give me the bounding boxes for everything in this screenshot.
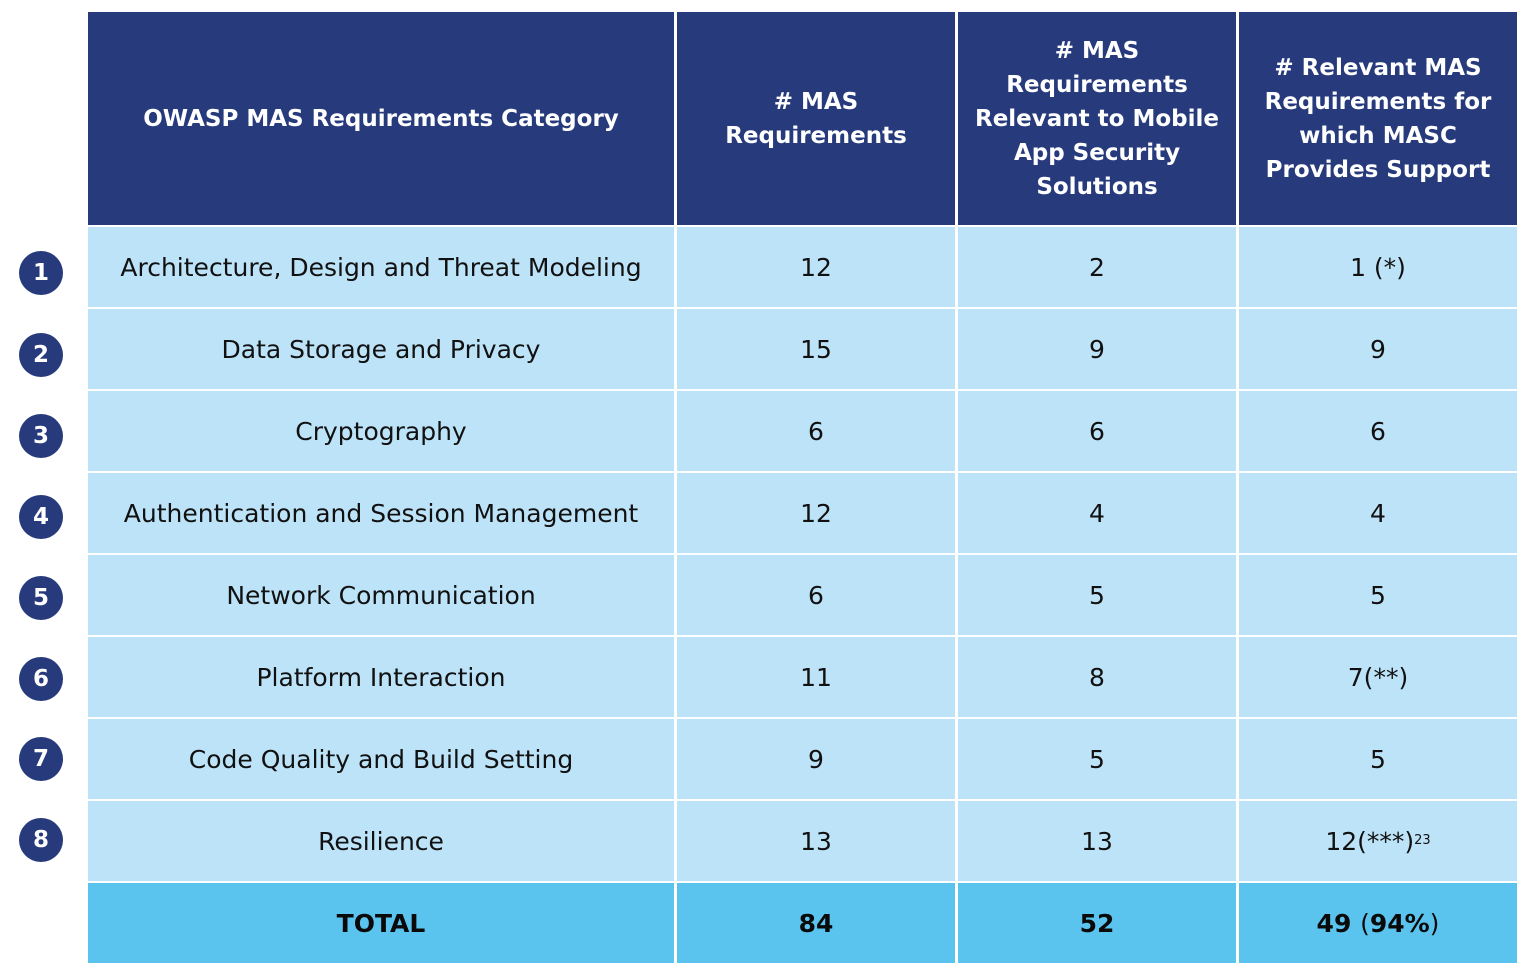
category-cell: Resilience xyxy=(88,801,674,881)
total-supported-percent-value: 94% xyxy=(1369,908,1430,938)
category-cell: Authentication and Session Management xyxy=(88,473,674,553)
category-cell: Data Storage and Privacy xyxy=(88,309,674,389)
supported-count-cell: 7(**) xyxy=(1239,637,1517,717)
relevant-count-cell: 9 xyxy=(958,309,1236,389)
supported-value: 4 xyxy=(1370,498,1386,528)
row-number-badge-4: 4 xyxy=(19,495,63,539)
total-supported-percent: (94%) xyxy=(1360,908,1440,938)
supported-count-cell: 4 xyxy=(1239,473,1517,553)
mas-count-cell: 12 xyxy=(677,227,955,307)
row-number-badge-8: 8 xyxy=(19,818,63,862)
header-masc-supported: # Relevant MAS Requirements for which MA… xyxy=(1239,12,1517,225)
relevant-count-cell: 8 xyxy=(958,637,1236,717)
category-cell: Code Quality and Build Setting xyxy=(88,719,674,799)
relevant-count-cell: 5 xyxy=(958,719,1236,799)
row-number-badge-5: 5 xyxy=(19,576,63,620)
supported-value: 1 (*) xyxy=(1350,252,1406,282)
supported-value: 12(***) xyxy=(1325,826,1415,856)
mas-count-cell: 15 xyxy=(677,309,955,389)
header-relevant-requirements: # MAS Requirements Relevant to Mobile Ap… xyxy=(958,12,1236,225)
header-mas-requirements: # MAS Requirements xyxy=(677,12,955,225)
row-number-badge-3: 3 xyxy=(19,414,63,458)
mas-count-cell: 12 xyxy=(677,473,955,553)
mas-count-cell: 9 xyxy=(677,719,955,799)
total-label: TOTAL xyxy=(88,883,674,963)
row-number-badge-6: 6 xyxy=(19,657,63,701)
row-number-badge-7: 7 xyxy=(19,737,63,781)
relevant-count-cell: 2 xyxy=(958,227,1236,307)
mas-count-cell: 11 xyxy=(677,637,955,717)
relevant-count-cell: 6 xyxy=(958,391,1236,471)
supported-count-cell: 5 xyxy=(1239,719,1517,799)
mas-requirements-table: OWASP MAS Requirements Category # MAS Re… xyxy=(88,12,1517,963)
supported-count-cell: 1 (*) xyxy=(1239,227,1517,307)
mas-count-cell: 13 xyxy=(677,801,955,881)
row-number-badge-1: 1 xyxy=(19,251,63,295)
supported-value: 5 xyxy=(1370,580,1386,610)
mas-count-cell: 6 xyxy=(677,391,955,471)
total-mas-count: 84 xyxy=(677,883,955,963)
header-category: OWASP MAS Requirements Category xyxy=(88,12,674,225)
category-cell: Platform Interaction xyxy=(88,637,674,717)
total-relevant-count: 52 xyxy=(958,883,1236,963)
supported-value: 7(**) xyxy=(1347,662,1409,692)
supported-count-cell: 6 xyxy=(1239,391,1517,471)
category-cell: Cryptography xyxy=(88,391,674,471)
category-cell: Network Communication xyxy=(88,555,674,635)
supported-value: 5 xyxy=(1370,744,1386,774)
supported-count-cell: 9 xyxy=(1239,309,1517,389)
category-cell: Architecture, Design and Threat Modeling xyxy=(88,227,674,307)
relevant-count-cell: 5 xyxy=(958,555,1236,635)
relevant-count-cell: 13 xyxy=(958,801,1236,881)
supported-count-cell: 5 xyxy=(1239,555,1517,635)
supported-count-cell: 12(***) 23 xyxy=(1239,801,1517,881)
relevant-count-cell: 4 xyxy=(958,473,1236,553)
mas-count-cell: 6 xyxy=(677,555,955,635)
supported-value: 9 xyxy=(1370,334,1386,364)
row-number-badge-2: 2 xyxy=(19,333,63,377)
total-supported-count: 49 (94%) xyxy=(1239,883,1517,963)
total-supported-value: 49 xyxy=(1316,908,1352,938)
supported-value: 6 xyxy=(1370,416,1386,446)
